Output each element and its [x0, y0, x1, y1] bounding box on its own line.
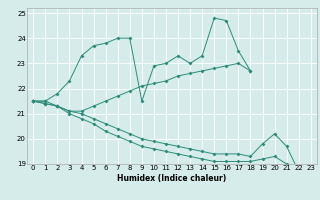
X-axis label: Humidex (Indice chaleur): Humidex (Indice chaleur)	[117, 174, 227, 183]
